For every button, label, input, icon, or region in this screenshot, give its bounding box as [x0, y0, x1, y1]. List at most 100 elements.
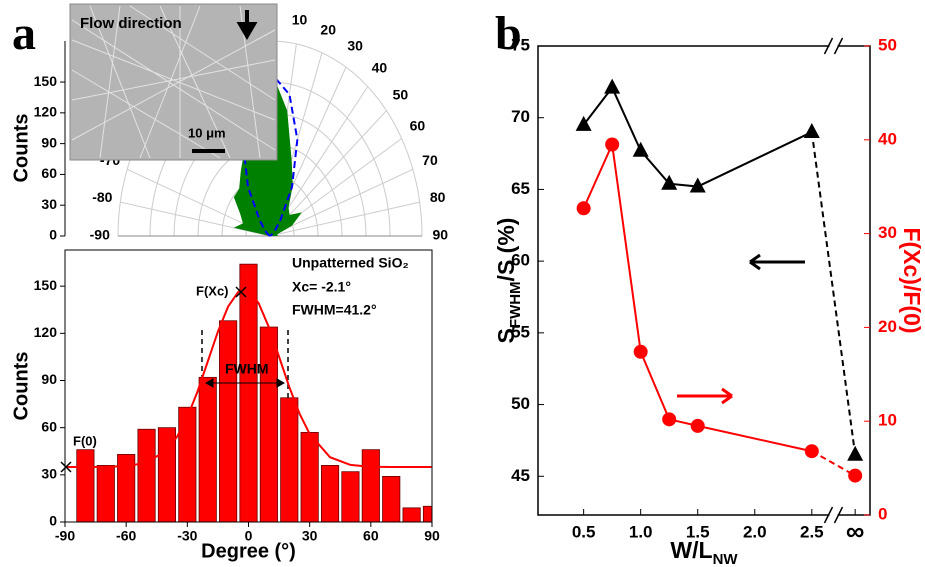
x-tick-label: 60	[363, 528, 379, 544]
bar	[300, 431, 319, 522]
grid-spoke	[269, 201, 420, 237]
y2-tick-label: 30	[878, 223, 897, 242]
r-tick-label: 90	[41, 134, 57, 150]
y-tick-label: 30	[41, 466, 57, 482]
marker	[661, 174, 678, 190]
axis-break-gap	[829, 512, 838, 518]
theta-tick-label: 20	[320, 21, 336, 37]
bar	[198, 376, 217, 522]
panel-b-decor	[677, 253, 805, 405]
theta-tick-label: 40	[372, 59, 388, 75]
y-axis-label: Counts	[10, 352, 32, 421]
annotation: F(0)	[73, 433, 97, 448]
theta-tick-label: 50	[393, 86, 409, 102]
y-tick-label: 60	[511, 251, 530, 270]
histogram-panel: -90 -60 -30 0 30 60 90 0 30 60 90 120 150 Degree (°) C…	[10, 249, 440, 562]
fwhm-arrow	[204, 378, 286, 388]
x-tick-label: -90	[55, 528, 75, 544]
bar	[178, 406, 197, 522]
marker	[803, 123, 820, 139]
scale-label: 10 μm	[188, 125, 226, 140]
x-tick-label: 1.0	[629, 522, 653, 541]
axis-break	[823, 506, 844, 524]
x-tick-label: 2.0	[743, 522, 767, 541]
bar	[219, 320, 238, 522]
bar	[402, 507, 421, 522]
x-tick-label: 2.5	[800, 522, 824, 541]
cross-marker	[60, 286, 247, 473]
bar	[382, 476, 401, 522]
inset-image: Flow direction 10 μm	[69, 3, 278, 161]
x-tick-label: -30	[177, 528, 197, 544]
y-tick-label: 50	[511, 394, 530, 413]
plot-area	[65, 263, 432, 522]
x-tick-label: 30	[302, 528, 318, 544]
left-axis-arrow	[749, 253, 805, 271]
bar	[341, 471, 360, 522]
y-tick-label: 45	[511, 466, 530, 485]
y-tick-label: 70	[511, 107, 530, 126]
x-tick-label: 1.5	[686, 522, 710, 541]
x-tick-label: -60	[116, 528, 136, 544]
x-tick-label: 90	[424, 528, 440, 544]
marker	[848, 468, 863, 483]
flow-arrow	[236, 10, 258, 40]
theta-tick-label: 60	[410, 118, 426, 134]
x-tick-label: ∞	[846, 516, 865, 546]
theta-tick-label: -80	[92, 189, 112, 205]
marker	[689, 177, 706, 193]
marker	[575, 115, 592, 131]
x-axis-label: W/LNW	[670, 537, 738, 567]
bar	[361, 449, 380, 522]
bar	[76, 449, 95, 522]
marker	[804, 444, 819, 459]
y-tick-label: 120	[34, 324, 58, 340]
y2-tick-label: 0	[878, 504, 887, 523]
r-tick-label: 30	[41, 196, 57, 212]
annotation: FWHM	[225, 361, 269, 377]
r-axis-label: Counts	[10, 114, 32, 183]
label-part: NW	[713, 551, 739, 567]
x-tick-label: 0	[245, 528, 253, 544]
y-tick-label: 65	[511, 179, 530, 198]
bar	[117, 453, 136, 522]
marker	[633, 344, 648, 359]
bar	[137, 428, 156, 522]
grid-spoke	[269, 168, 414, 237]
bar	[280, 397, 299, 522]
series-line	[582, 140, 856, 477]
theta-tick-label: 80	[430, 189, 446, 205]
x-tick-label: 0.5	[572, 522, 596, 541]
theta-tick-label: 10	[292, 12, 308, 28]
nanowires	[71, 5, 276, 159]
r-tick-label: 0	[49, 227, 57, 243]
axis-break	[823, 37, 844, 55]
right-axis-arrow	[677, 387, 733, 405]
annotation: Xc= -2.1°	[292, 279, 351, 295]
fit-curve	[65, 289, 432, 468]
marker	[690, 418, 705, 433]
bar	[320, 464, 340, 522]
theta-tick-label: 70	[422, 152, 438, 168]
inset-caption: Flow direction	[80, 15, 182, 32]
panel-label: a	[12, 7, 36, 60]
label-part: W/L	[670, 537, 712, 563]
theta-tick-label: 30	[347, 38, 363, 54]
x-axis-label: Degree (°)	[201, 540, 296, 562]
axis-break-gap	[829, 43, 838, 49]
theta-tick-label: 90	[432, 227, 448, 243]
y2-axis-label: F(Xc)/F(0)	[899, 227, 925, 333]
r-tick-label: 120	[34, 104, 58, 120]
y2-tick-label: 40	[878, 129, 897, 148]
y2-tick-label: 10	[878, 411, 897, 430]
series-line	[582, 85, 857, 455]
y-axis-label: SFWHM/S (%)	[493, 218, 524, 344]
marker	[662, 412, 677, 427]
marker	[847, 445, 864, 461]
annotation: F(Xc)	[196, 283, 229, 298]
label-part: /S (%)	[493, 218, 519, 282]
r-tick-label: 60	[41, 165, 57, 181]
marker	[576, 201, 591, 216]
bar	[96, 464, 115, 522]
